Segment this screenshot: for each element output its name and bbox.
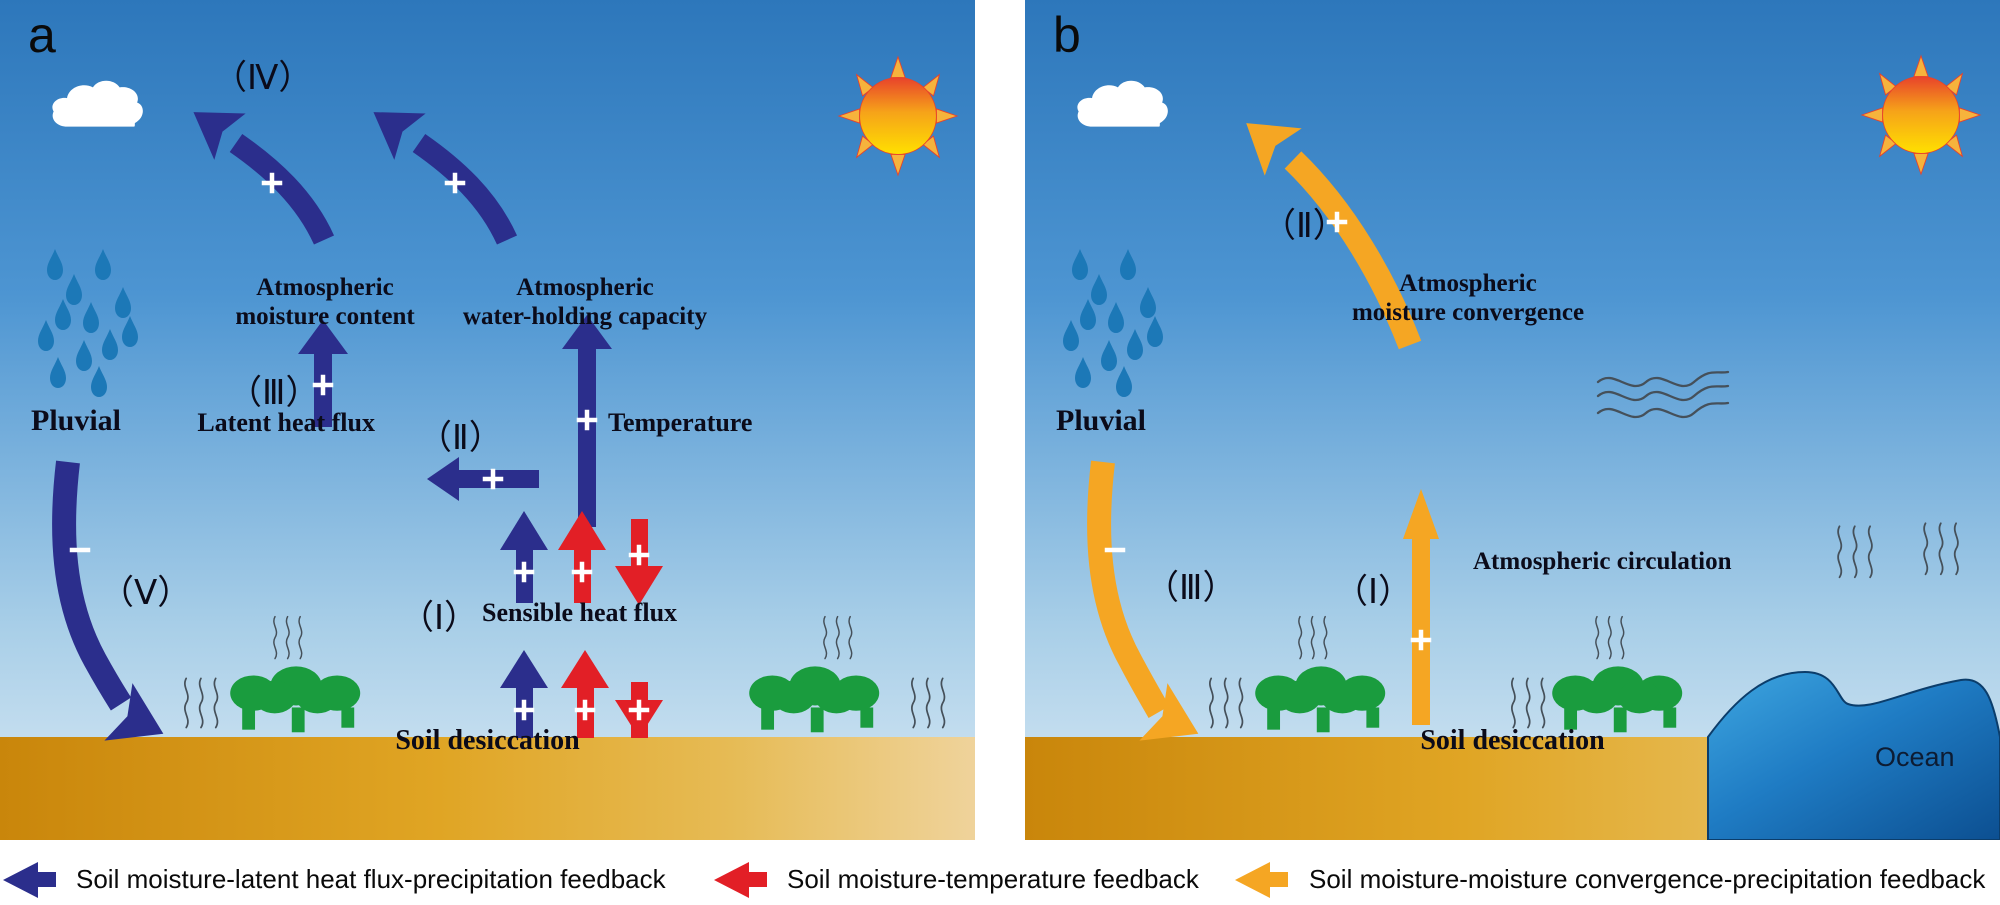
svg-text:Soil moisture-moisture converg: Soil moisture-moisture convergence-preci… <box>1309 864 1986 894</box>
svg-text:Soil moisture-latent heat flux: Soil moisture-latent heat flux-precipita… <box>76 864 667 894</box>
svg-text:Soil moisture-temperature feed: Soil moisture-temperature feedback <box>787 864 1200 894</box>
